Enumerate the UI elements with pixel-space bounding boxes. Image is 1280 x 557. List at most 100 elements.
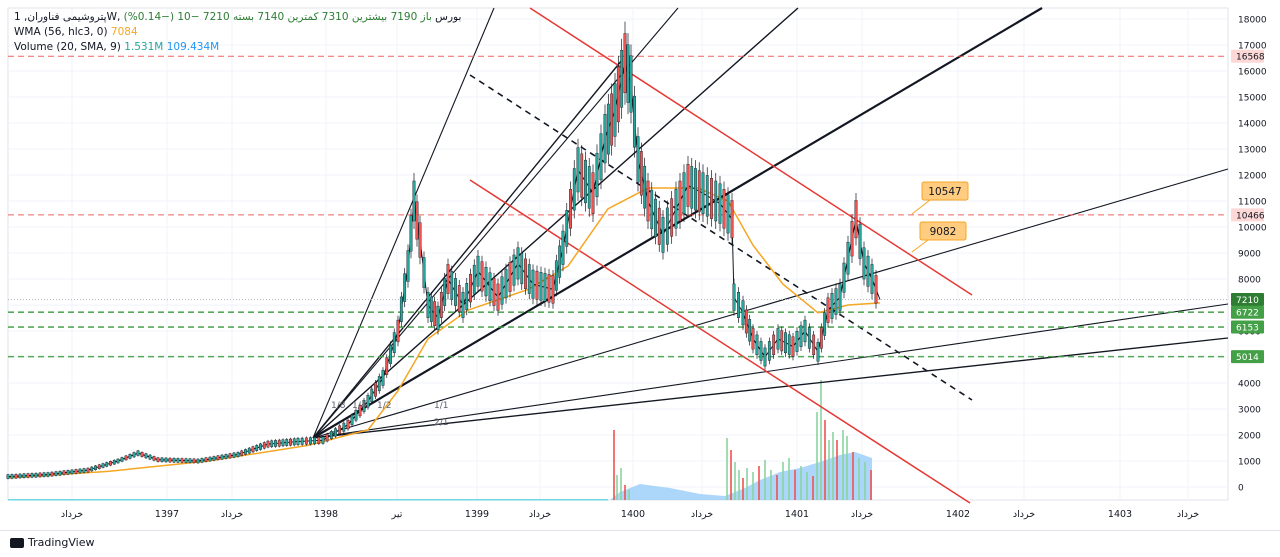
candle-body [30,473,34,478]
volume-bar [624,485,626,500]
candle-body [751,328,755,350]
callout-pointer [911,239,929,253]
candle-body [744,309,748,334]
candle-body [168,457,172,463]
candle-body [236,452,240,457]
candle-body [34,472,38,478]
candle-body [97,464,101,469]
candle-body [10,474,14,479]
candle-body [850,221,854,257]
candle-body [866,255,870,287]
price-label-box [1231,320,1264,334]
x-tick-label: خرداد [221,509,243,520]
candle-body [251,446,255,453]
candle-body [164,457,168,463]
candle-body [54,471,58,476]
candle-body [176,458,180,463]
brand-name: TradingView [28,536,95,549]
candle-body [124,455,128,461]
candle-body [374,382,377,397]
candle-body [338,425,342,435]
candle-body [516,247,520,280]
candle-body [313,437,317,445]
candle-body [554,260,558,291]
candle-body [629,55,633,113]
candle-body [309,437,312,445]
candle-body [694,168,697,211]
price-label-text: 16568 [1236,53,1265,63]
candle-body [784,332,787,354]
candle-body [726,194,730,234]
candle-body [385,357,389,375]
gann-fan-line [312,59,623,439]
candle-body [90,466,94,472]
candle-body [488,272,492,302]
symbol-name[interactable]: پتروشیمی فناوران, 1W, بورس [14,11,462,23]
candle-body [591,172,595,214]
candle-body [697,170,701,213]
candle-body [140,452,144,457]
candle-body [508,262,512,292]
candle-body [74,469,78,474]
y-tick-label: 3000 [1238,406,1261,416]
candle-body [520,253,524,285]
candle-body [204,457,208,462]
volume-bar [858,458,860,500]
candle-body [472,264,476,295]
x-tick-label: تیر [391,509,403,520]
candle-body [661,216,665,253]
x-tick-label: 1402 [946,509,970,520]
x-tick-label: 1400 [621,509,645,520]
candle-body [436,305,440,331]
y-tick-label: 11000 [1238,198,1267,208]
candle-body [527,264,531,294]
candle-body [826,297,830,323]
fan-ratio-label: 1/4 [352,401,367,411]
candle-body [433,301,437,326]
y-tick-label: 16000 [1238,68,1267,78]
gann-fan-line [312,7,495,439]
candle-body [461,292,465,318]
candle-body [70,469,74,475]
legend-wma-row[interactable]: WMA (56, hlc3, 0) 7084 [14,25,461,40]
candle-body [496,283,500,311]
candle-body [686,164,690,207]
candle-body [188,458,192,463]
candle-body [599,133,603,181]
candle-body [838,283,842,311]
volume-bar [812,476,814,500]
candle-body [58,470,62,476]
candle-body [543,273,547,302]
candle-body [415,201,419,240]
volume-bar [852,452,854,500]
candle-body [710,177,713,219]
volume-bar [816,412,818,500]
candle-body [240,450,244,456]
legend: پتروشیمی فناوران, 1W, بورس باز 7190 بیشت… [14,10,461,55]
volume-bar [770,470,772,500]
candle-body [714,180,718,222]
tradingview-logo[interactable]: TradingView [10,536,94,549]
volume-bar [746,468,748,500]
candle-body [862,247,866,280]
candle-body [196,458,200,464]
volume-bar [616,475,618,500]
volume-bar [820,380,822,500]
legend-volume-row[interactable]: Volume (20, SMA, 9) 1.531M 109.434M [14,40,461,55]
volume-bar [806,472,808,500]
dashed-trendline [469,74,973,401]
candle-body [846,241,850,275]
support-trendline [312,337,1229,439]
volume-bar [794,470,796,500]
ohlc-open: باز 7190 [390,11,432,23]
candle-body [701,172,705,214]
x-tick-label: خرداد [851,509,873,520]
volume-bar [824,420,826,500]
candle-body [200,458,204,463]
gann-fan-line [312,303,1229,439]
volume-sma-value: 109.434M [166,41,220,53]
candle-body [732,283,736,311]
candle-body [772,334,776,356]
chart-svg[interactable]: 0100020003000400050006000700080009000100… [0,0,1280,530]
